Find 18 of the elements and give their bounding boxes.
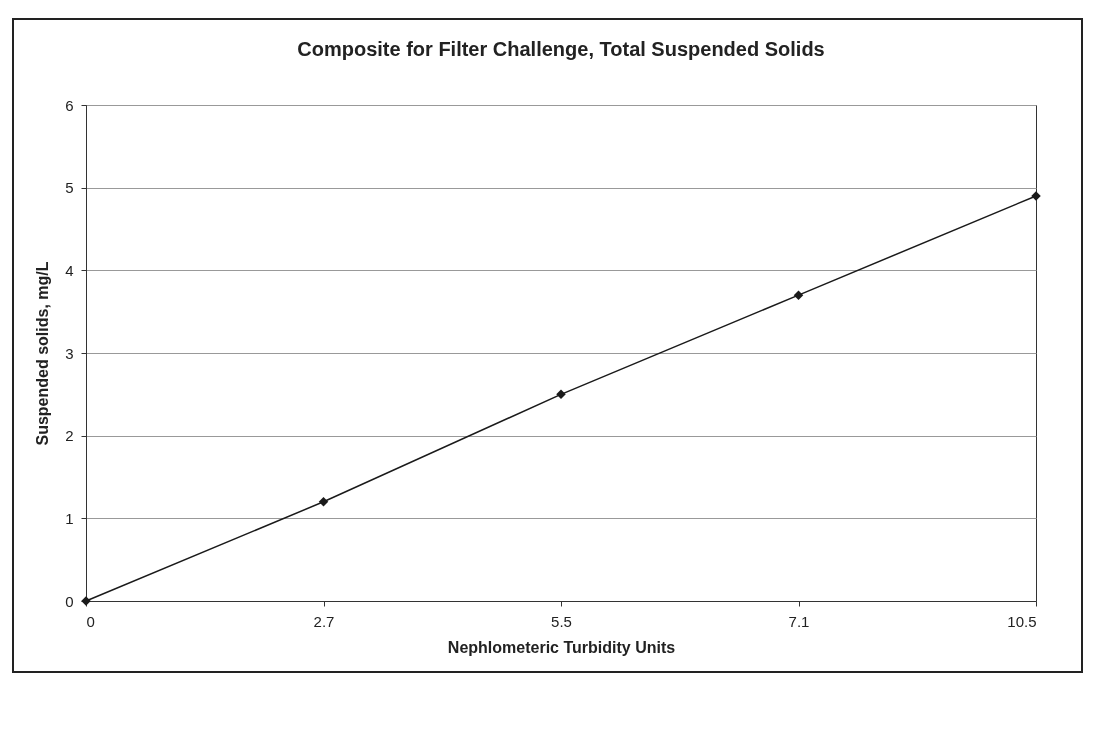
y-axis-title: Suspended solids, mg/L <box>34 261 52 446</box>
x-tick-label: 10.5 <box>1007 612 1037 630</box>
y-tick-label: 3 <box>65 344 74 362</box>
y-tick-label: 0 <box>65 592 74 610</box>
chart-title: Composite for Filter Challenge, Total Suspended Solids <box>297 38 825 60</box>
x-tick-label: 7.1 <box>788 612 810 630</box>
point <box>793 290 804 300</box>
point <box>556 389 566 400</box>
y-tick-label: 1 <box>65 509 74 527</box>
y-tick-label: 2 <box>65 427 74 445</box>
x-axis-title: Nephlometeric Turbidity Units <box>447 638 676 656</box>
x-tick-label: 2.7 <box>313 612 335 630</box>
point <box>318 497 329 507</box>
y-tick-label: 5 <box>65 179 74 197</box>
x-tick-label: 0 <box>86 612 95 630</box>
x-tick-label: 5.5 <box>551 612 572 630</box>
y-tick-label: 4 <box>65 261 74 279</box>
y-tick-label: 6 <box>65 96 74 114</box>
